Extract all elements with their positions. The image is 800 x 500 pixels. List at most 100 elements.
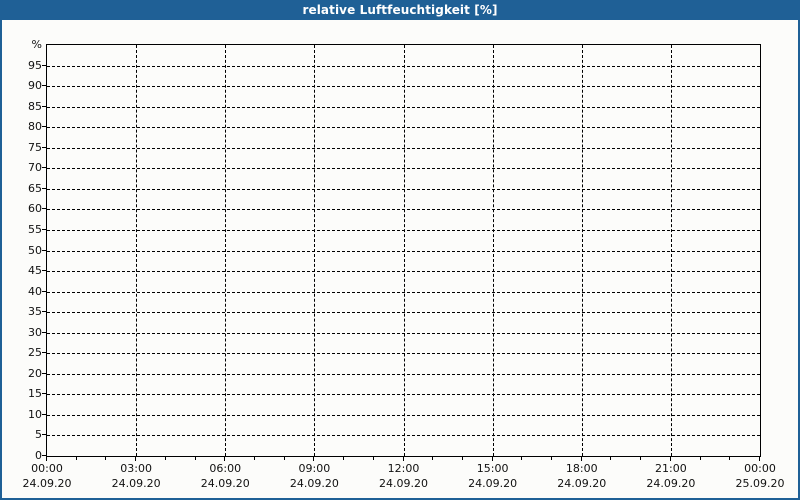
y-axis-tick: [42, 249, 47, 251]
y-axis-tick: [42, 208, 47, 210]
x-axis-tick-time: 21:00: [655, 462, 687, 475]
x-axis-tick-label: 03:00 24.09.20: [91, 461, 181, 491]
y-axis-tick: [42, 413, 47, 415]
x-axis-tick-label: 15:00 24.09.20: [448, 461, 538, 491]
x-axis-tick-time: 18:00: [565, 462, 598, 475]
x-axis-tick-minor: [372, 456, 374, 460]
y-axis-tick: [42, 85, 47, 87]
x-axis-tick-minor: [105, 456, 107, 460]
y-axis-tick: [42, 434, 47, 436]
y-axis-tick-label: 90: [28, 79, 42, 93]
x-axis-tick-date: 24.09.20: [646, 477, 696, 490]
page-title: relative Luftfeuchtigkeit [%]: [302, 3, 498, 17]
x-axis-tick-major: [491, 456, 493, 461]
y-axis-tick: [42, 187, 47, 189]
x-axis-tick-major: [580, 456, 582, 461]
x-axis-tick-date: 24.09.20: [289, 477, 339, 490]
gridline-vertical: [670, 45, 672, 456]
x-axis-tick-minor: [432, 456, 434, 460]
y-axis-tick: [42, 146, 47, 148]
y-axis-tick-label: 55: [28, 222, 42, 236]
y-axis-tick: [42, 105, 47, 107]
y-axis-tick-label: 80: [28, 120, 42, 134]
gridline-vertical: [492, 45, 494, 456]
y-axis-tick: [42, 311, 47, 313]
y-axis-tick-label: 65: [28, 181, 42, 195]
x-axis-tick-time: 00:00: [744, 462, 776, 475]
x-axis-tick-minor: [521, 456, 523, 460]
x-axis-tick-major: [224, 456, 226, 461]
x-axis-ticks: [46, 456, 761, 462]
x-axis-tick-time: 12:00: [387, 462, 420, 475]
y-axis-tick-label: 20: [28, 366, 42, 380]
x-axis-tick-minor: [164, 456, 166, 460]
y-axis-tick-label: 15: [28, 387, 42, 401]
y-axis-tick: [42, 455, 47, 456]
x-axis-tick-major: [135, 456, 137, 461]
x-axis-tick-time: 09:00: [298, 462, 331, 475]
y-axis-ticks: [42, 44, 47, 456]
x-axis-tick-label: 09:00 24.09.20: [269, 461, 359, 491]
y-axis-tick-label: 35: [28, 305, 42, 319]
x-axis-tick-date: 24.09.20: [200, 477, 250, 490]
y-axis-tick-label: 85: [28, 99, 42, 113]
x-axis-tick-date: 24.09.20: [557, 477, 607, 490]
y-axis-tick-label: 70: [28, 161, 42, 175]
gridline-vertical: [314, 45, 316, 456]
y-axis-tick-label: 10: [28, 407, 42, 421]
y-axis-tick-label: 75: [28, 140, 42, 154]
x-axis-tick-minor: [461, 456, 463, 460]
x-axis-tick-minor: [699, 456, 701, 460]
x-axis-tick-label: 00:00 24.09.20: [2, 461, 92, 491]
x-axis-labels: 00:00 24.09.20 03:00 24.09.20 06:00 24.09.20 0…: [2, 461, 798, 497]
x-axis-tick-label: 06:00 24.09.20: [180, 461, 270, 491]
x-axis-tick-date: 25.09.20: [735, 477, 785, 490]
y-axis-tick: [42, 290, 47, 292]
y-axis-tick-label: 0: [35, 449, 42, 462]
x-axis-tick-date: 24.09.20: [468, 477, 518, 490]
plot-area: [46, 44, 761, 457]
y-axis-labels: 0 5 10 15 20 25 30 35 40 45 50 55 60 65 70 75 80 85 90 95: [2, 44, 42, 461]
x-axis-tick-minor: [343, 456, 345, 460]
gridline-vertical: [136, 45, 138, 456]
x-axis-tick-minor: [729, 456, 731, 460]
x-axis-tick-time: 06:00: [209, 462, 242, 475]
y-axis-tick: [42, 393, 47, 395]
x-axis-tick-minor: [253, 456, 255, 460]
gridline-vertical: [581, 45, 583, 456]
y-axis-tick-label: 30: [28, 325, 42, 339]
y-axis-tick: [42, 228, 47, 230]
y-axis-tick-label: 5: [35, 428, 42, 442]
y-axis-tick-label: 40: [28, 284, 42, 298]
x-axis-tick-minor: [283, 456, 285, 460]
x-axis-tick-date: 24.09.20: [379, 477, 428, 490]
y-axis-tick-label: 45: [28, 264, 42, 278]
x-axis-tick-minor: [75, 456, 77, 460]
gridline-vertical: [403, 45, 405, 456]
gridline-vertical: [225, 45, 227, 456]
x-axis-tick-minor: [610, 456, 612, 460]
y-axis-tick-label: 25: [28, 346, 42, 360]
x-axis-tick-time: 15:00: [476, 462, 509, 475]
y-axis-tick: [42, 331, 47, 333]
y-axis-tick-label: 95: [28, 58, 42, 72]
x-axis-tick-major: [759, 456, 760, 461]
x-axis-tick-date: 24.09.20: [22, 477, 72, 490]
y-axis-unit-label: %: [31, 38, 42, 51]
x-axis-tick-major: [669, 456, 671, 461]
x-axis-tick-label: 21:00 24.09.20: [626, 461, 716, 491]
x-axis-tick-label: 18:00 24.09.20: [537, 461, 627, 491]
x-axis-tick-major: [313, 456, 315, 461]
y-axis-tick-label: 60: [28, 202, 42, 216]
x-axis-tick-date: 24.09.20: [111, 477, 161, 490]
x-axis-tick-time: 00:00: [31, 462, 63, 475]
x-axis-tick-major: [46, 456, 47, 461]
y-axis-tick: [42, 167, 47, 169]
x-axis-tick-minor: [640, 456, 642, 460]
y-axis-tick: [42, 126, 47, 128]
y-axis-tick: [42, 270, 47, 272]
window-title-bar: relative Luftfeuchtigkeit [%]: [2, 2, 798, 20]
x-axis-tick-major: [402, 456, 404, 461]
x-axis-tick-minor: [194, 456, 196, 460]
